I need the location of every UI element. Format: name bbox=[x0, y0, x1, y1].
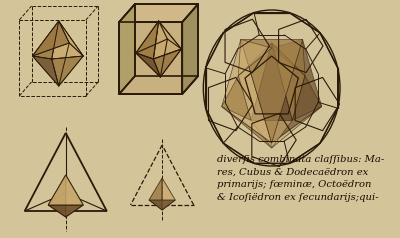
Polygon shape bbox=[32, 21, 59, 59]
Polygon shape bbox=[292, 76, 322, 120]
Polygon shape bbox=[119, 4, 198, 22]
Polygon shape bbox=[119, 4, 135, 94]
Polygon shape bbox=[48, 175, 66, 217]
Polygon shape bbox=[119, 22, 182, 94]
Polygon shape bbox=[136, 21, 159, 59]
Polygon shape bbox=[222, 40, 272, 143]
Polygon shape bbox=[149, 200, 175, 210]
Polygon shape bbox=[153, 21, 182, 59]
Polygon shape bbox=[272, 43, 305, 120]
Polygon shape bbox=[59, 21, 83, 56]
Polygon shape bbox=[241, 40, 302, 143]
Polygon shape bbox=[149, 178, 162, 210]
Polygon shape bbox=[52, 21, 83, 59]
Polygon shape bbox=[136, 53, 160, 77]
Polygon shape bbox=[48, 175, 83, 205]
Polygon shape bbox=[32, 21, 69, 56]
Polygon shape bbox=[238, 40, 272, 76]
Polygon shape bbox=[52, 56, 83, 86]
Polygon shape bbox=[272, 40, 305, 76]
Polygon shape bbox=[272, 107, 322, 148]
Polygon shape bbox=[222, 76, 251, 120]
Polygon shape bbox=[238, 43, 272, 120]
Polygon shape bbox=[48, 205, 83, 217]
Polygon shape bbox=[153, 49, 182, 77]
Polygon shape bbox=[251, 120, 292, 148]
Polygon shape bbox=[238, 43, 272, 76]
Polygon shape bbox=[32, 56, 59, 86]
Polygon shape bbox=[119, 76, 198, 94]
Polygon shape bbox=[182, 4, 198, 94]
Polygon shape bbox=[251, 43, 292, 120]
Polygon shape bbox=[272, 43, 305, 76]
Polygon shape bbox=[272, 40, 322, 143]
Text: diverſis combinata claſſibus: Ma-
res, Cubus & Dodecaëdron ex
primarijs; fœminæ,: diverſis combinata claſſibus: Ma- res, C… bbox=[217, 155, 384, 202]
Polygon shape bbox=[222, 107, 272, 148]
Polygon shape bbox=[66, 175, 83, 217]
Polygon shape bbox=[162, 178, 175, 210]
